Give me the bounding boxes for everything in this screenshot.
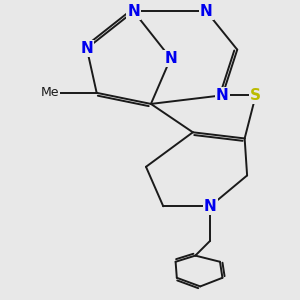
- Text: N: N: [204, 199, 217, 214]
- Text: S: S: [250, 88, 261, 103]
- Text: N: N: [216, 88, 229, 103]
- Text: N: N: [164, 51, 177, 66]
- Text: Me: Me: [40, 86, 59, 99]
- Text: N: N: [200, 4, 213, 19]
- Text: N: N: [127, 4, 140, 19]
- Text: N: N: [80, 41, 93, 56]
